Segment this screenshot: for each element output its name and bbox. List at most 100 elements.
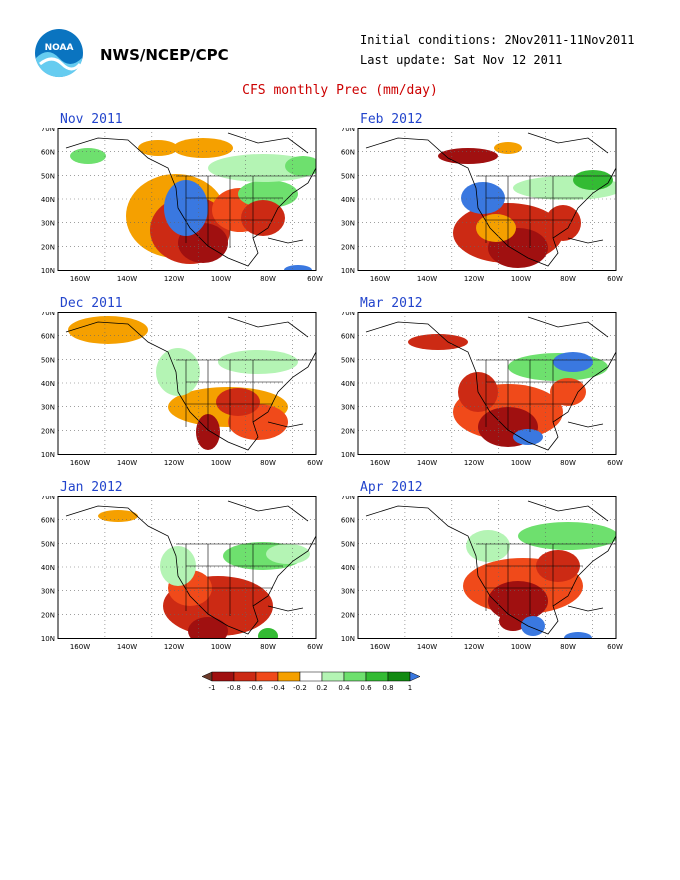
lat-label: 60N — [41, 333, 55, 341]
anomaly-shading — [216, 388, 260, 416]
legend-swatch — [321, 671, 345, 682]
anomaly-layer — [365, 500, 616, 638]
precip-map: 70N 60N 50N 40N 30N 20N 10N 160W 140W 120W 100W 80W… — [341, 128, 623, 283]
noaa-logo: NOAA — [35, 29, 83, 78]
lon-label: 160W — [370, 275, 390, 283]
anomaly-shading — [564, 632, 592, 638]
lon-label: 140W — [417, 275, 437, 283]
legend-label: 0.6 — [360, 684, 372, 692]
lon-label: 60W — [307, 643, 323, 651]
anomaly-shading — [241, 200, 285, 236]
last-update: Last update: Sat Nov 12 2011 — [360, 53, 563, 67]
precip-map: 70N 60N 50N 40N 30N 20N 10N 160W 140W 120W 100W 80W… — [341, 496, 623, 651]
political-borders — [176, 359, 316, 432]
lon-label: 60W — [607, 459, 623, 467]
lon-label: 80W — [560, 275, 576, 283]
lon-label: 100W — [211, 275, 231, 283]
anomaly-shading — [499, 611, 527, 631]
lat-label: 20N — [41, 427, 55, 435]
lat-label: 20N — [41, 243, 55, 251]
lon-label: 100W — [211, 643, 231, 651]
lon-label: 120W — [464, 275, 484, 283]
lon-label: 120W — [464, 459, 484, 467]
lon-label: 140W — [117, 643, 137, 651]
anomaly-shading — [258, 628, 278, 638]
legend-label: -0.8 — [227, 684, 241, 692]
anomaly-shading — [521, 616, 545, 636]
lon-label: 160W — [70, 275, 90, 283]
lat-label: 40N — [41, 564, 55, 572]
lat-label: 30N — [341, 220, 355, 228]
lon-label: 60W — [607, 643, 623, 651]
coastline — [365, 316, 616, 451]
anomaly-layer — [65, 132, 316, 270]
lat-label: 60N — [41, 149, 55, 157]
map-title: Feb 2012 — [360, 112, 423, 127]
lon-label: 160W — [370, 459, 390, 467]
lat-label: 20N — [341, 427, 355, 435]
anomaly-shading — [466, 530, 510, 562]
lat-label: 20N — [341, 243, 355, 251]
lat-label: 30N — [41, 588, 55, 596]
legend-swatch — [233, 671, 257, 682]
anomaly-shading — [98, 510, 138, 522]
map-title: Apr 2012 — [360, 480, 423, 495]
legend-swatch — [277, 671, 301, 682]
map-frame — [57, 128, 317, 271]
lat-label: 50N — [41, 540, 55, 548]
anomaly-shading — [284, 265, 312, 270]
map-title: Nov 2011 — [60, 112, 123, 127]
lon-label: 60W — [307, 275, 323, 283]
anomaly-shading — [196, 414, 220, 450]
coastline — [65, 316, 316, 451]
legend-bar: -1 -0.8 -0.6 -0.4 -0.2 0.2 0.4 0.6 0.8 1 — [201, 671, 421, 692]
lon-label: 120W — [164, 275, 184, 283]
legend-label: 1 — [408, 684, 412, 692]
lon-label: 100W — [511, 459, 531, 467]
lat-label: 70N — [41, 496, 55, 501]
coastline — [365, 132, 616, 267]
coastline — [65, 500, 316, 635]
legend-swatch — [211, 671, 235, 682]
map-title: Dec 2011 — [60, 296, 123, 311]
lat-label: 40N — [341, 196, 355, 204]
lon-label: 140W — [117, 275, 137, 283]
lat-label: 60N — [41, 517, 55, 525]
anomaly-shading — [138, 140, 178, 156]
map-frame — [57, 312, 317, 455]
lat-label: 10N — [41, 267, 55, 275]
lon-label: 80W — [560, 459, 576, 467]
legend-label: 0.4 — [338, 684, 350, 692]
legend-arrow-left — [201, 671, 213, 682]
lat-label: 30N — [341, 588, 355, 596]
anomaly-shading — [160, 546, 196, 586]
anomaly-shading — [218, 350, 298, 374]
anomaly-shading — [518, 522, 616, 550]
lon-label: 160W — [370, 643, 390, 651]
legend-label: 0.2 — [316, 684, 327, 692]
lat-label: 40N — [341, 564, 355, 572]
coastline — [365, 500, 616, 635]
lat-label: 50N — [341, 356, 355, 364]
anomaly-shading — [488, 581, 548, 621]
lat-label: 60N — [341, 333, 355, 341]
map-frame — [357, 128, 617, 271]
lat-label: 60N — [341, 149, 355, 157]
anomaly-shading — [573, 170, 613, 190]
political-borders — [176, 175, 316, 248]
anomaly-shading — [285, 156, 316, 176]
lon-label: 160W — [70, 643, 90, 651]
political-borders — [176, 543, 316, 616]
lon-label: 80W — [260, 275, 276, 283]
lat-label: 10N — [41, 451, 55, 459]
lat-label: 30N — [41, 404, 55, 412]
lon-label: 140W — [417, 643, 437, 651]
lat-label: 50N — [41, 172, 55, 180]
lat-label: 40N — [41, 380, 55, 388]
lat-label: 20N — [341, 611, 355, 619]
coastline — [65, 132, 316, 267]
anomaly-shading — [553, 352, 593, 372]
anomaly-shading — [513, 429, 543, 445]
precip-map: 70N 60N 50N 40N 30N 20N 10N 160W 140W 120W 100W 80W… — [41, 496, 323, 651]
initial-conditions: Initial conditions: 2Nov2011-11Nov2011 — [360, 33, 635, 47]
